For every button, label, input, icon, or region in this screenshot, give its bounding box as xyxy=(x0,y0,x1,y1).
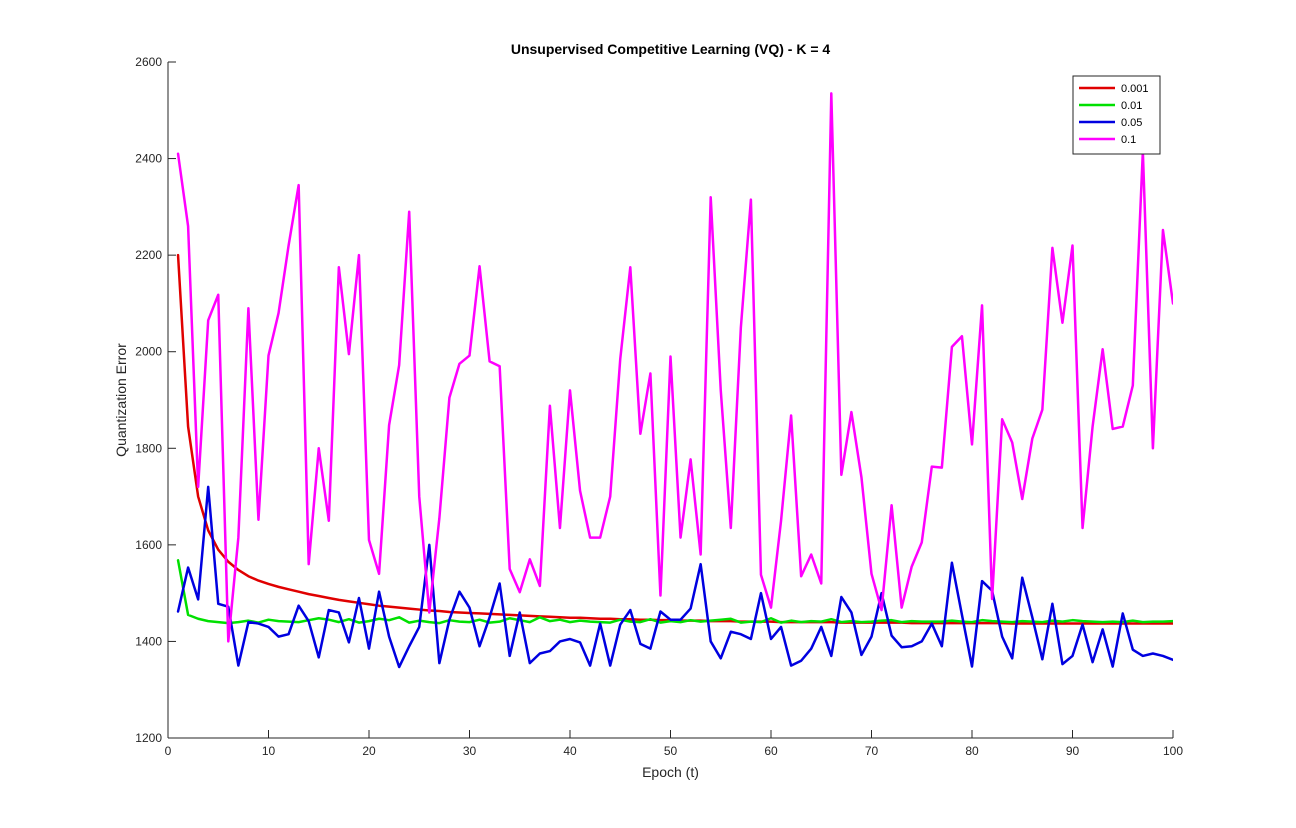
x-tick-label: 60 xyxy=(764,744,778,758)
y-axis-label: Quantization Error xyxy=(113,343,129,457)
x-tick-label: 20 xyxy=(362,744,376,758)
legend-label: 0.01 xyxy=(1121,100,1142,112)
y-tick-label: 1600 xyxy=(135,538,162,552)
x-tick-label: 10 xyxy=(262,744,276,758)
x-tick-label: 30 xyxy=(463,744,477,758)
series-line-0-05 xyxy=(176,485,1173,669)
x-axis-label: Epoch (t) xyxy=(642,764,699,780)
y-tick-label: 2000 xyxy=(135,345,162,359)
x-tick-label: 70 xyxy=(865,744,879,758)
series-line-0-1 xyxy=(176,92,1173,643)
y-tick-label: 1400 xyxy=(135,634,162,648)
series-line-0-01 xyxy=(176,559,1173,625)
legend-label: 0.001 xyxy=(1121,83,1149,95)
y-axis: 1200 1400 1600 1800 2000 2200 2400 2600 xyxy=(135,55,176,745)
series-layer xyxy=(176,92,1173,669)
legend-label: 0.05 xyxy=(1121,117,1142,129)
y-tick-label: 1200 xyxy=(135,731,162,745)
x-tick-label: 50 xyxy=(664,744,678,758)
x-tick-label: 90 xyxy=(1066,744,1080,758)
y-tick-label: 1800 xyxy=(135,441,162,455)
y-tick-label: 2400 xyxy=(135,152,162,166)
x-tick-label: 100 xyxy=(1163,744,1183,758)
x-axis: 0 10 20 30 40 50 60 70 80 90 100 xyxy=(165,730,1183,758)
x-tick-label: 0 xyxy=(165,744,172,758)
y-tick-label: 2600 xyxy=(135,55,162,69)
plot-area xyxy=(167,62,1173,739)
axes-frame xyxy=(168,62,1173,738)
legend-label: 0.1 xyxy=(1121,134,1136,146)
x-tick-label: 40 xyxy=(563,744,577,758)
legend: 0.001 0.01 0.05 0.1 xyxy=(1072,75,1161,155)
chart-title: Unsupervised Competitive Learning (VQ) -… xyxy=(511,41,831,57)
x-tick-label: 80 xyxy=(965,744,979,758)
y-tick-label: 2200 xyxy=(135,248,162,262)
